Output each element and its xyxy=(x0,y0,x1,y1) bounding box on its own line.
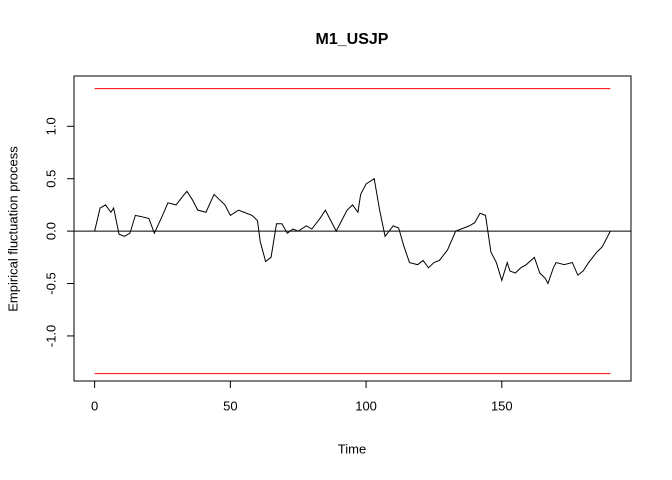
y-tick-label: 0.5 xyxy=(43,170,58,188)
plot-frame xyxy=(73,75,632,382)
x-tick-label: 100 xyxy=(355,398,377,413)
y-tick-label: 0.0 xyxy=(43,222,58,240)
y-tick-label: -0.5 xyxy=(43,272,58,294)
x-axis-label: Time xyxy=(338,441,366,456)
x-tick-label: 150 xyxy=(491,398,513,413)
x-tick-label: 0 xyxy=(91,398,98,413)
x-tick-label: 50 xyxy=(223,398,237,413)
y-axis-label: Empirical fluctuation process xyxy=(5,146,20,312)
y-tick-label: 1.0 xyxy=(43,117,58,135)
chart-title: M1_USJP xyxy=(316,31,389,48)
y-tick-label: -1.0 xyxy=(43,325,58,347)
series-line xyxy=(94,177,611,285)
